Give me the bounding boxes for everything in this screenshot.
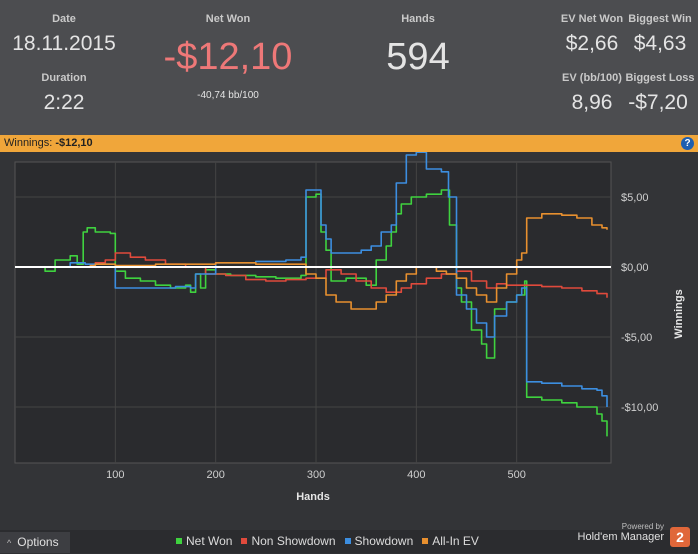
legend-label: Net Won bbox=[186, 534, 233, 548]
duration-value: 2:22 bbox=[43, 91, 85, 114]
hm2-logo-icon: 2 bbox=[670, 527, 690, 547]
options-label: Options bbox=[17, 535, 59, 549]
plot-area bbox=[14, 161, 612, 464]
legend-swatch bbox=[176, 538, 182, 544]
legend-item-showdown[interactable]: Showdown bbox=[344, 534, 414, 548]
legend-swatch bbox=[344, 538, 351, 544]
x-tick-label-0: 100 bbox=[106, 469, 124, 481]
date-value: 18.11.2015 bbox=[12, 32, 116, 55]
series-line-showdown bbox=[15, 151, 608, 407]
hands-value: 594 bbox=[386, 36, 450, 78]
ev-net-won-label: EV Net Won bbox=[560, 13, 624, 25]
legend-item-non-showdown[interactable]: Non Showdown bbox=[241, 534, 336, 548]
ev-net-won-value: $2,66 bbox=[565, 32, 619, 55]
ev-bb-label: EV (bb/100) bbox=[562, 72, 622, 84]
legend-label: All-In EV bbox=[432, 534, 479, 548]
winnings-bar: Winnings: -$12,10 ? bbox=[0, 135, 698, 152]
series-line-non-showdown bbox=[15, 252, 608, 298]
y-tick-label-1: $0,00 bbox=[621, 262, 649, 274]
powered-by: Powered by bbox=[621, 522, 664, 531]
duration-label: Duration bbox=[41, 72, 87, 84]
brand: Powered by Hold'em Manager bbox=[578, 522, 664, 543]
biggest-loss-value: -$7,20 bbox=[628, 91, 688, 114]
winnings-value: -$12,10 bbox=[55, 137, 93, 149]
x-tick-labels: 100 200 300 400 500 bbox=[106, 469, 526, 481]
y-axis-label: Winnings bbox=[673, 289, 685, 338]
chart-legend: Net Won Non Showdown Showdown All-In EV bbox=[176, 534, 488, 548]
biggest-loss-label: Biggest Loss bbox=[625, 72, 695, 84]
options-button[interactable]: ^ Options bbox=[0, 532, 70, 553]
x-tick-label-4: 500 bbox=[508, 469, 526, 481]
legend-label: Non Showdown bbox=[251, 534, 336, 548]
hands-label: Hands bbox=[401, 13, 435, 25]
chart-panel: 100 200 300 400 500 $5,00 $0,00 -$5,00 -$10,00 … bbox=[0, 151, 698, 530]
brand-name: Hold'em Manager bbox=[577, 531, 664, 543]
winnings-chart: 100 200 300 400 500 $5,00$0,00-$5,00-$10,00 … bbox=[14, 151, 685, 503]
net-won-bb: -40,74 bb/100 bbox=[197, 90, 259, 101]
net-won-label: Net Won bbox=[205, 13, 251, 25]
x-tick-label-1: 200 bbox=[206, 469, 224, 481]
legend-item-net-won[interactable]: Net Won bbox=[176, 534, 232, 548]
legend-swatch bbox=[241, 538, 248, 544]
stats-panel: Date 18.11.2015 Duration 2:22 Net Won -$… bbox=[0, 0, 698, 135]
biggest-win-value: $4,63 bbox=[633, 32, 687, 55]
x-axis-label: Hands bbox=[296, 491, 330, 503]
net-won-value: -$12,10 bbox=[163, 36, 293, 78]
x-tick-label-2: 300 bbox=[307, 469, 325, 481]
y-tick-labels: $5,00 $0,00 -$5,00 -$10,00 bbox=[621, 192, 658, 414]
winnings-summary: Winnings: -$12,10 bbox=[4, 137, 93, 149]
help-icon[interactable]: ? bbox=[681, 137, 694, 150]
series-line-all-in-ev bbox=[15, 213, 608, 310]
y-tick-label-0: $5,00 bbox=[621, 192, 649, 204]
date-label: Date bbox=[52, 13, 76, 25]
biggest-win-label: Biggest Win bbox=[628, 13, 692, 25]
chevron-up-icon: ^ bbox=[7, 538, 12, 548]
legend-swatch bbox=[422, 538, 429, 544]
ev-bb-value: 8,96 bbox=[571, 91, 613, 114]
legend-label: Showdown bbox=[354, 534, 414, 548]
y-tick-label-3: -$10,00 bbox=[621, 402, 658, 414]
y-tick-label-2: -$5,00 bbox=[621, 332, 652, 344]
series-lines bbox=[15, 151, 608, 437]
legend-item-all-in-ev[interactable]: All-In EV bbox=[422, 534, 479, 548]
x-tick-label-3: 400 bbox=[407, 469, 425, 481]
winnings-label: Winnings: bbox=[4, 137, 53, 149]
